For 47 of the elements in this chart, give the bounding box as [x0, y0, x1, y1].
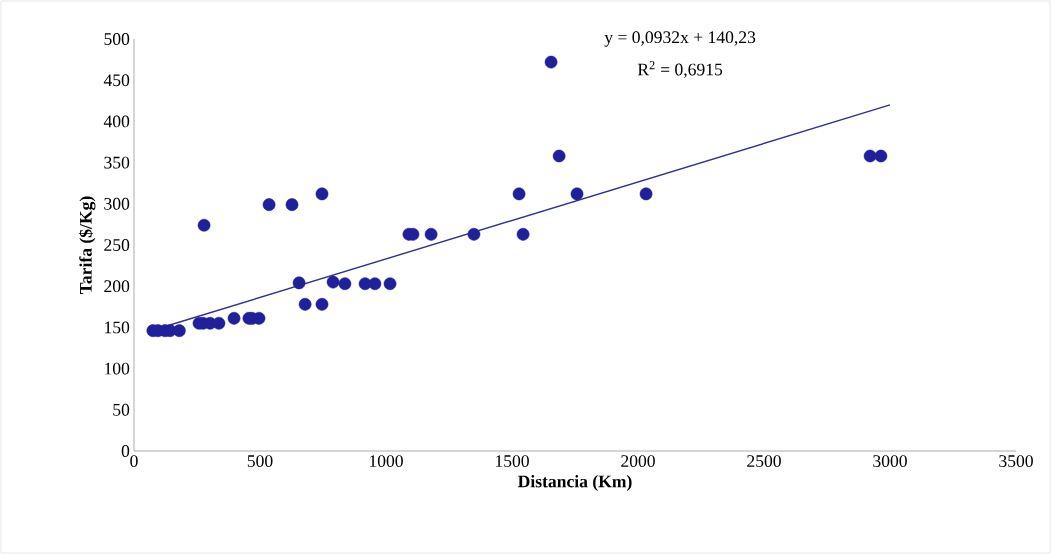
point	[315, 298, 329, 311]
y-tick-label: 50	[113, 403, 130, 416]
y-tick-label: 100	[105, 362, 130, 375]
point	[326, 275, 340, 289]
y-tick-label: 250	[104, 239, 130, 251]
point	[512, 187, 526, 201]
y-tick-label: 0	[121, 445, 130, 457]
y-tick-label: 450	[103, 74, 130, 87]
x-tick-label: 500	[247, 455, 273, 467]
point	[262, 198, 276, 211]
point	[338, 277, 352, 291]
x-tick-label: 3500	[999, 455, 1033, 467]
y-tick-label: 300	[104, 197, 130, 210]
x-tick-label: 0	[130, 455, 138, 467]
point	[874, 149, 888, 163]
point	[863, 149, 877, 163]
point	[552, 149, 566, 163]
x-tick-label: 3000	[873, 455, 907, 467]
x-tick-label: 1000	[369, 455, 403, 467]
point	[467, 227, 481, 241]
point	[544, 55, 558, 69]
point	[516, 227, 530, 241]
point	[227, 312, 241, 325]
point	[383, 277, 397, 291]
point	[570, 187, 584, 201]
point	[285, 198, 299, 211]
y-tick-label: 400	[103, 115, 130, 128]
point	[173, 324, 186, 338]
point	[212, 316, 226, 330]
point	[424, 227, 438, 241]
annotation: y = 0,0932x + 140,23	[604, 31, 756, 47]
x-tick-label: 2000	[621, 455, 655, 467]
point	[292, 276, 306, 290]
x-tick-label: 1500	[495, 455, 529, 467]
y-tick-label: 350	[104, 156, 130, 169]
y-axis-title: Tarifa ($/Kg)	[78, 196, 96, 294]
y-tick-label: 500	[104, 33, 130, 45]
x-axis-title: Distancia (Km)	[517, 475, 632, 491]
point	[298, 298, 312, 311]
y-tick-label: 150	[105, 321, 130, 334]
point	[197, 218, 211, 232]
x-tick-label: 2500	[747, 455, 781, 467]
y-tick-label: 200	[104, 280, 130, 293]
annotation: R$^{2}$ = 0,6915	[637, 61, 723, 78]
point	[639, 187, 653, 201]
point	[368, 277, 382, 291]
point	[315, 187, 329, 201]
